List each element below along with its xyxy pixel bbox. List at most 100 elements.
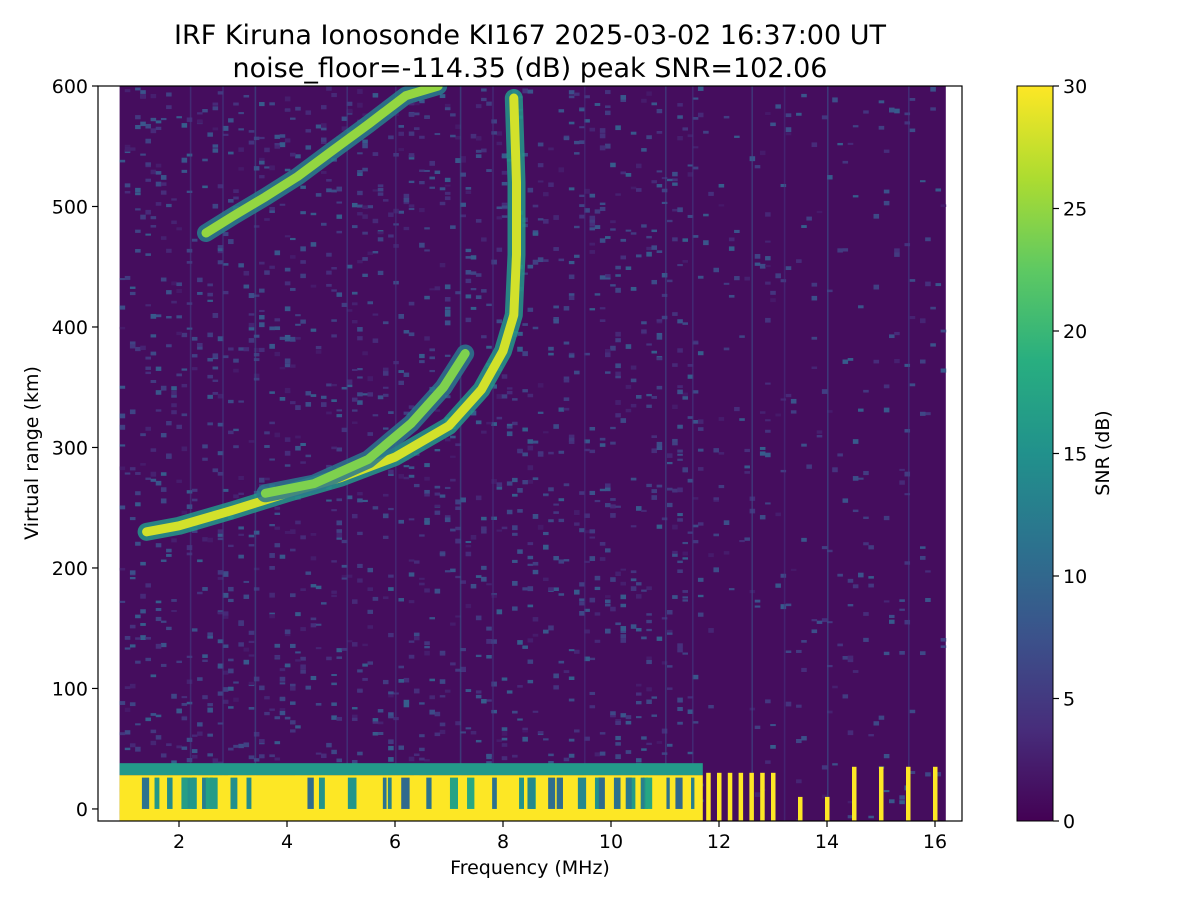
noise-cell [124, 190, 131, 194]
noise-cell [594, 586, 601, 591]
noise-cell [186, 190, 193, 193]
noise-cell [290, 720, 296, 725]
noise-cell [687, 478, 694, 483]
noise-cell [331, 289, 337, 292]
noise-cell [207, 292, 213, 297]
noise-cell [666, 629, 673, 635]
noise-cell [367, 661, 374, 665]
noise-cell [790, 568, 797, 571]
noise-cell [455, 526, 461, 531]
noise-cell [382, 371, 389, 376]
noise-cell [145, 717, 151, 722]
noise-cell [821, 546, 828, 550]
noise-cell [186, 545, 193, 551]
noise-cell [326, 86, 332, 91]
noise-cell [253, 567, 260, 571]
noise-cell [558, 559, 565, 564]
noise-cell [677, 721, 683, 725]
noise-cell [217, 639, 224, 644]
noise-cell [604, 236, 611, 239]
noise-cell [697, 86, 704, 91]
noise-cell [197, 559, 203, 563]
noise-cell [166, 626, 172, 631]
noise-cell [336, 201, 343, 204]
noise-cell [119, 505, 126, 510]
noise-cell [759, 451, 766, 456]
noise-cell [553, 247, 559, 251]
noise-cell [450, 113, 456, 117]
noise-cell [228, 239, 234, 245]
noise-cell [135, 541, 141, 546]
noise-cell [925, 237, 931, 242]
noise-cell [692, 235, 699, 238]
noise-cell [186, 261, 193, 264]
noise-cell [253, 347, 260, 353]
noise-cell [135, 187, 141, 193]
noise-cell [388, 587, 394, 591]
noise-cell [656, 170, 663, 173]
noise-cell [548, 182, 554, 187]
noise-cell [176, 660, 182, 664]
noise-cell [351, 513, 358, 519]
noise-cell [558, 593, 565, 596]
noise-cell [909, 128, 916, 133]
noise-cell [300, 442, 306, 446]
noise-cell [248, 534, 255, 538]
noise-cell [610, 345, 616, 351]
noise-cell [351, 707, 358, 710]
noise-cell [310, 556, 317, 561]
noise-cell [310, 675, 317, 681]
noise-cell [336, 498, 343, 502]
noise-cell [656, 441, 663, 447]
noise-cell [496, 394, 503, 399]
noise-cell [259, 477, 265, 483]
noise-cell [563, 407, 570, 411]
noise-cell [759, 263, 766, 269]
noise-cell [620, 255, 627, 260]
noise-cell [548, 147, 554, 151]
noise-cell [780, 279, 787, 283]
noise-cell [129, 743, 136, 748]
noise-cell [207, 703, 213, 707]
noise-cell [413, 560, 420, 564]
noise-cell [315, 124, 322, 129]
noise-cell [388, 135, 394, 140]
noise-cell [465, 190, 472, 195]
noise-cell [646, 656, 652, 662]
noise-cell [672, 553, 678, 557]
noise-cell [599, 732, 606, 735]
noise-cell [439, 695, 446, 698]
noise-cell [279, 366, 286, 370]
noise-cell [269, 391, 275, 394]
noise-cell [217, 184, 224, 189]
noise-cell [754, 165, 761, 169]
noise-cell [532, 204, 539, 208]
noise-cell [801, 93, 807, 98]
noise-cell [625, 408, 632, 413]
noise-cell [759, 446, 766, 450]
noise-cell [176, 331, 182, 336]
noise-cell [532, 259, 539, 265]
noise-cell [491, 479, 497, 484]
noise-cell [672, 438, 678, 443]
noise-cell [413, 632, 420, 637]
noise-cell [765, 760, 771, 764]
noise-cell [625, 720, 632, 725]
noise-cell [320, 222, 327, 226]
noise-cell [434, 133, 441, 136]
noise-cell [883, 189, 890, 194]
noise-cell [217, 691, 224, 696]
noise-cell [357, 368, 363, 371]
noise-cell [439, 679, 446, 684]
noise-cell [388, 212, 394, 217]
noise-cell [682, 551, 689, 556]
noise-cell [847, 604, 854, 607]
noise-cell [222, 232, 229, 237]
noise-cell [656, 524, 663, 529]
noise-cell [697, 419, 704, 424]
noise-cell [326, 656, 332, 661]
noise-cell [264, 445, 270, 448]
noise-cell [677, 389, 683, 395]
noise-cell [475, 739, 482, 743]
noise-cell [899, 651, 905, 655]
